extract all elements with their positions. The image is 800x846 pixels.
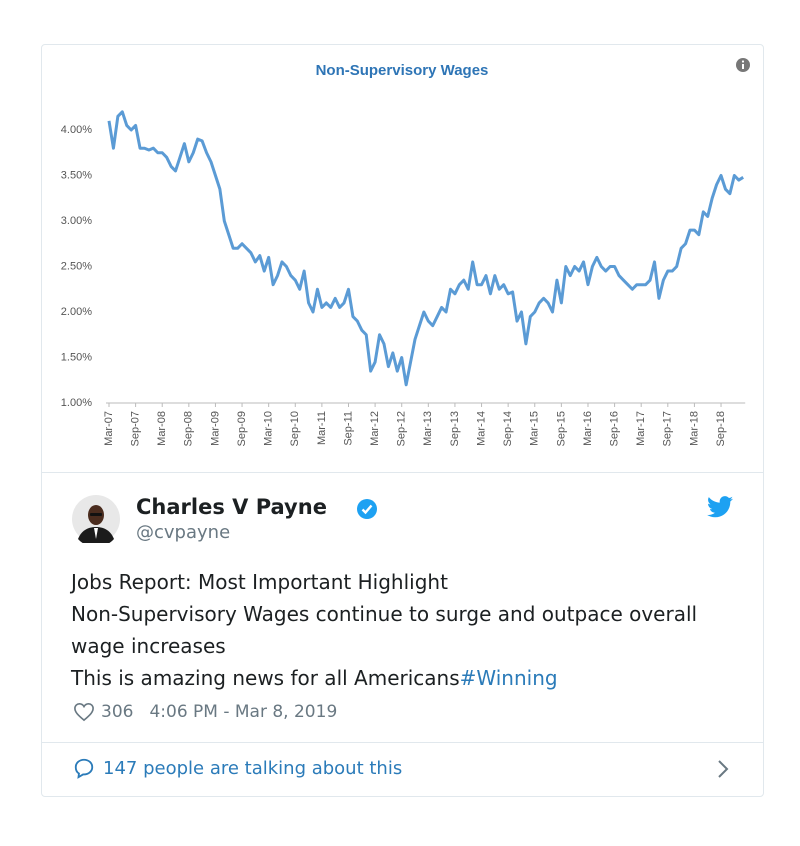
x-tick-label: Mar-12 [369, 411, 381, 446]
line-series [107, 110, 744, 387]
timestamp[interactable]: 4:06 PM - Mar 8, 2019 [149, 702, 338, 722]
y-tick-label: 1.50% [61, 351, 92, 363]
avatar[interactable] [72, 495, 120, 543]
tweet-meta: 306 4:06 PM - Mar 8, 2019 [73, 702, 337, 722]
divider [42, 472, 763, 473]
x-tick-label: Mar-10 [263, 411, 275, 446]
author-name[interactable]: Charles V Payne [136, 495, 327, 519]
info-icon[interactable] [736, 58, 750, 72]
twitter-logo[interactable] [707, 496, 733, 518]
conversation-link[interactable]: 147 people are talking about this [73, 757, 402, 779]
x-tick-label: Mar-16 [582, 411, 594, 446]
x-tick-label: Mar-11 [316, 411, 328, 445]
tweet-text: Jobs Report: Most Important Highlight No… [71, 566, 751, 694]
y-tick-label: 3.00% [61, 215, 92, 227]
x-tick-label: Sep-16 [608, 411, 620, 446]
chart-title: Non-Supervisory Wages [316, 62, 489, 79]
tweet-line: This is amazing news for all Americans#W… [71, 662, 751, 694]
tweet-line: Jobs Report: Most Important Highlight [71, 570, 448, 594]
tweet-card [41, 44, 764, 797]
author-handle[interactable]: @cvpayne [136, 522, 231, 543]
y-tick-label: 2.00% [61, 306, 92, 318]
x-tick-label: Sep-08 [183, 411, 195, 446]
chevron[interactable] [716, 759, 730, 779]
chart: Non-Supervisory Wages 1.00% 1.50% 2.00% 2.5… [61, 58, 750, 446]
y-tick-label: 1.00% [61, 397, 92, 409]
x-tick-label: Mar-13 [422, 411, 434, 446]
x-tick-label: Mar-09 [209, 411, 221, 446]
y-tick-label: 3.50% [61, 169, 92, 181]
x-tick-label: Mar-08 [156, 411, 168, 446]
x-tick-label: Sep-07 [130, 411, 142, 446]
y-tick-label: 2.50% [61, 260, 92, 272]
x-tick-label: Mar-14 [475, 411, 487, 446]
verified-badge [357, 499, 377, 519]
x-tick-label: Sep-17 [662, 411, 674, 446]
divider [42, 742, 763, 743]
hashtag[interactable]: #Winning [459, 666, 558, 690]
x-tick-label: Mar-07 [103, 411, 115, 446]
x-tick-label: Sep-18 [715, 411, 727, 446]
x-tick-label: Sep-12 [396, 411, 408, 446]
reply-icon [74, 758, 94, 779]
x-tick-label: Sep-10 [289, 411, 301, 446]
x-tick-label: Mar-18 [688, 411, 700, 446]
y-tick-label: 4.00% [61, 124, 92, 136]
x-tick-label: Mar-17 [635, 411, 647, 446]
tweet-line-text: This is amazing news for all Americans [71, 666, 460, 690]
x-tick-label: Sep-14 [502, 411, 514, 446]
like-icon[interactable] [73, 702, 95, 722]
x-tick-label: Sep-11 [342, 411, 354, 446]
x-tick-label: Sep-09 [236, 411, 248, 446]
tweet-line: Non-Supervisory Wages continue to surge … [71, 602, 698, 658]
x-tick-label: Sep-13 [449, 411, 461, 446]
x-tick-label: Mar-15 [529, 411, 541, 446]
x-tick-label: Sep-15 [555, 411, 567, 446]
footer-text[interactable]: 147 people are talking about this [103, 757, 403, 779]
like-count[interactable]: 306 [101, 702, 134, 722]
